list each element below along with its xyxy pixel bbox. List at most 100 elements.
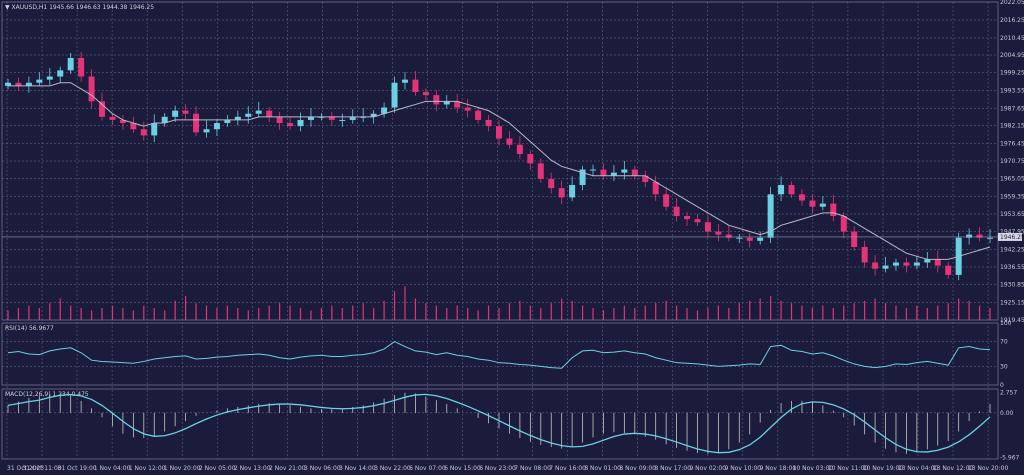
- bear-candle[interactable]: [872, 262, 879, 269]
- bear-candle[interactable]: [130, 123, 137, 130]
- bull-candle[interactable]: [67, 57, 74, 71]
- bull-candle[interactable]: [882, 265, 889, 269]
- bear-candle[interactable]: [830, 203, 837, 217]
- bull-candle[interactable]: [161, 116, 168, 124]
- bull-candle[interactable]: [381, 107, 388, 114]
- bull-candle[interactable]: [590, 169, 597, 171]
- bear-candle[interactable]: [652, 181, 659, 195]
- macd-tick-label: 0.00: [1000, 410, 1014, 417]
- bull-candle[interactable]: [391, 82, 398, 108]
- bear-candle[interactable]: [934, 259, 941, 266]
- bull-candle[interactable]: [213, 123, 220, 130]
- bear-candle[interactable]: [99, 101, 106, 117]
- bull-candle[interactable]: [5, 82, 11, 86]
- bull-candle[interactable]: [297, 119, 304, 127]
- bear-candle[interactable]: [182, 110, 189, 114]
- bull-candle[interactable]: [401, 79, 408, 83]
- bear-candle[interactable]: [328, 116, 335, 120]
- moving-average-line: [8, 82, 991, 260]
- bull-candle[interactable]: [966, 234, 973, 238]
- bear-candle[interactable]: [631, 169, 638, 176]
- bull-candle[interactable]: [579, 169, 586, 186]
- bull-candle[interactable]: [25, 82, 32, 86]
- macd-tick-label: 2.757: [1000, 389, 1017, 396]
- bear-candle[interactable]: [287, 123, 294, 127]
- bull-candle[interactable]: [569, 185, 576, 198]
- bull-candle[interactable]: [924, 259, 931, 263]
- bear-candle[interactable]: [527, 154, 534, 164]
- bull-candle[interactable]: [370, 113, 377, 117]
- time-axis-label: 10 Nov 11:00: [828, 465, 869, 472]
- bear-candle[interactable]: [537, 163, 544, 179]
- bear-candle[interactable]: [548, 178, 555, 189]
- price-tick-label: 1982.15: [1000, 123, 1024, 130]
- bear-candle[interactable]: [715, 231, 722, 235]
- bull-candle[interactable]: [778, 185, 785, 195]
- bear-candle[interactable]: [798, 194, 805, 201]
- bear-candle[interactable]: [746, 237, 753, 241]
- bull-candle[interactable]: [767, 194, 774, 238]
- bull-candle[interactable]: [307, 116, 314, 120]
- bear-candle[interactable]: [840, 216, 847, 232]
- bear-candle[interactable]: [684, 216, 691, 220]
- bull-candle[interactable]: [339, 119, 346, 121]
- bear-candle[interactable]: [725, 234, 732, 238]
- bear-candle[interactable]: [422, 92, 429, 96]
- bear-candle[interactable]: [119, 119, 126, 124]
- bear-candle[interactable]: [851, 231, 858, 248]
- bear-candle[interactable]: [516, 144, 523, 155]
- bear-candle[interactable]: [15, 82, 22, 86]
- bull-candle[interactable]: [736, 237, 743, 239]
- bear-candle[interactable]: [788, 185, 795, 195]
- bear-candle[interactable]: [454, 101, 461, 108]
- bull-candle[interactable]: [443, 101, 450, 105]
- bear-candle[interactable]: [673, 206, 680, 217]
- bear-candle[interactable]: [663, 194, 670, 207]
- bull-candle[interactable]: [46, 76, 53, 80]
- bull-candle[interactable]: [819, 203, 826, 207]
- bear-candle[interactable]: [642, 175, 649, 182]
- bull-candle[interactable]: [151, 123, 158, 136]
- bear-candle[interactable]: [976, 234, 983, 238]
- bear-candle[interactable]: [140, 129, 147, 136]
- bear-candle[interactable]: [809, 200, 816, 207]
- bull-candle[interactable]: [987, 237, 993, 239]
- bull-candle[interactable]: [610, 172, 617, 176]
- bear-candle[interactable]: [704, 222, 711, 232]
- bear-candle[interactable]: [78, 57, 85, 77]
- price-tick-label: 1999.25: [1000, 70, 1024, 77]
- bull-candle[interactable]: [245, 113, 252, 117]
- bear-candle[interactable]: [433, 95, 440, 105]
- bull-candle[interactable]: [892, 262, 899, 266]
- bear-candle[interactable]: [694, 219, 701, 223]
- bear-candle[interactable]: [558, 188, 565, 198]
- bear-candle[interactable]: [276, 116, 283, 124]
- bear-candle[interactable]: [496, 126, 502, 139]
- bull-candle[interactable]: [224, 119, 231, 124]
- bull-candle[interactable]: [36, 79, 43, 83]
- bear-candle[interactable]: [266, 110, 273, 117]
- bear-candle[interactable]: [193, 113, 200, 133]
- bear-candle[interactable]: [485, 119, 492, 127]
- bear-candle[interactable]: [412, 79, 419, 93]
- bull-candle[interactable]: [234, 116, 241, 120]
- bull-candle[interactable]: [172, 110, 179, 117]
- bear-candle[interactable]: [945, 265, 952, 275]
- bear-candle[interactable]: [475, 110, 482, 120]
- bear-candle[interactable]: [861, 247, 868, 263]
- bull-candle[interactable]: [349, 116, 356, 120]
- bear-candle[interactable]: [88, 76, 95, 102]
- bull-candle[interactable]: [255, 110, 262, 114]
- bear-candle[interactable]: [109, 116, 116, 120]
- bear-candle[interactable]: [903, 262, 910, 266]
- bull-candle[interactable]: [757, 237, 764, 241]
- bear-candle[interactable]: [600, 169, 607, 176]
- bull-candle[interactable]: [203, 129, 210, 133]
- bear-candle[interactable]: [506, 138, 513, 145]
- bull-candle[interactable]: [621, 169, 628, 173]
- bear-candle[interactable]: [464, 107, 471, 111]
- bull-candle[interactable]: [913, 262, 920, 266]
- bull-candle[interactable]: [57, 70, 64, 77]
